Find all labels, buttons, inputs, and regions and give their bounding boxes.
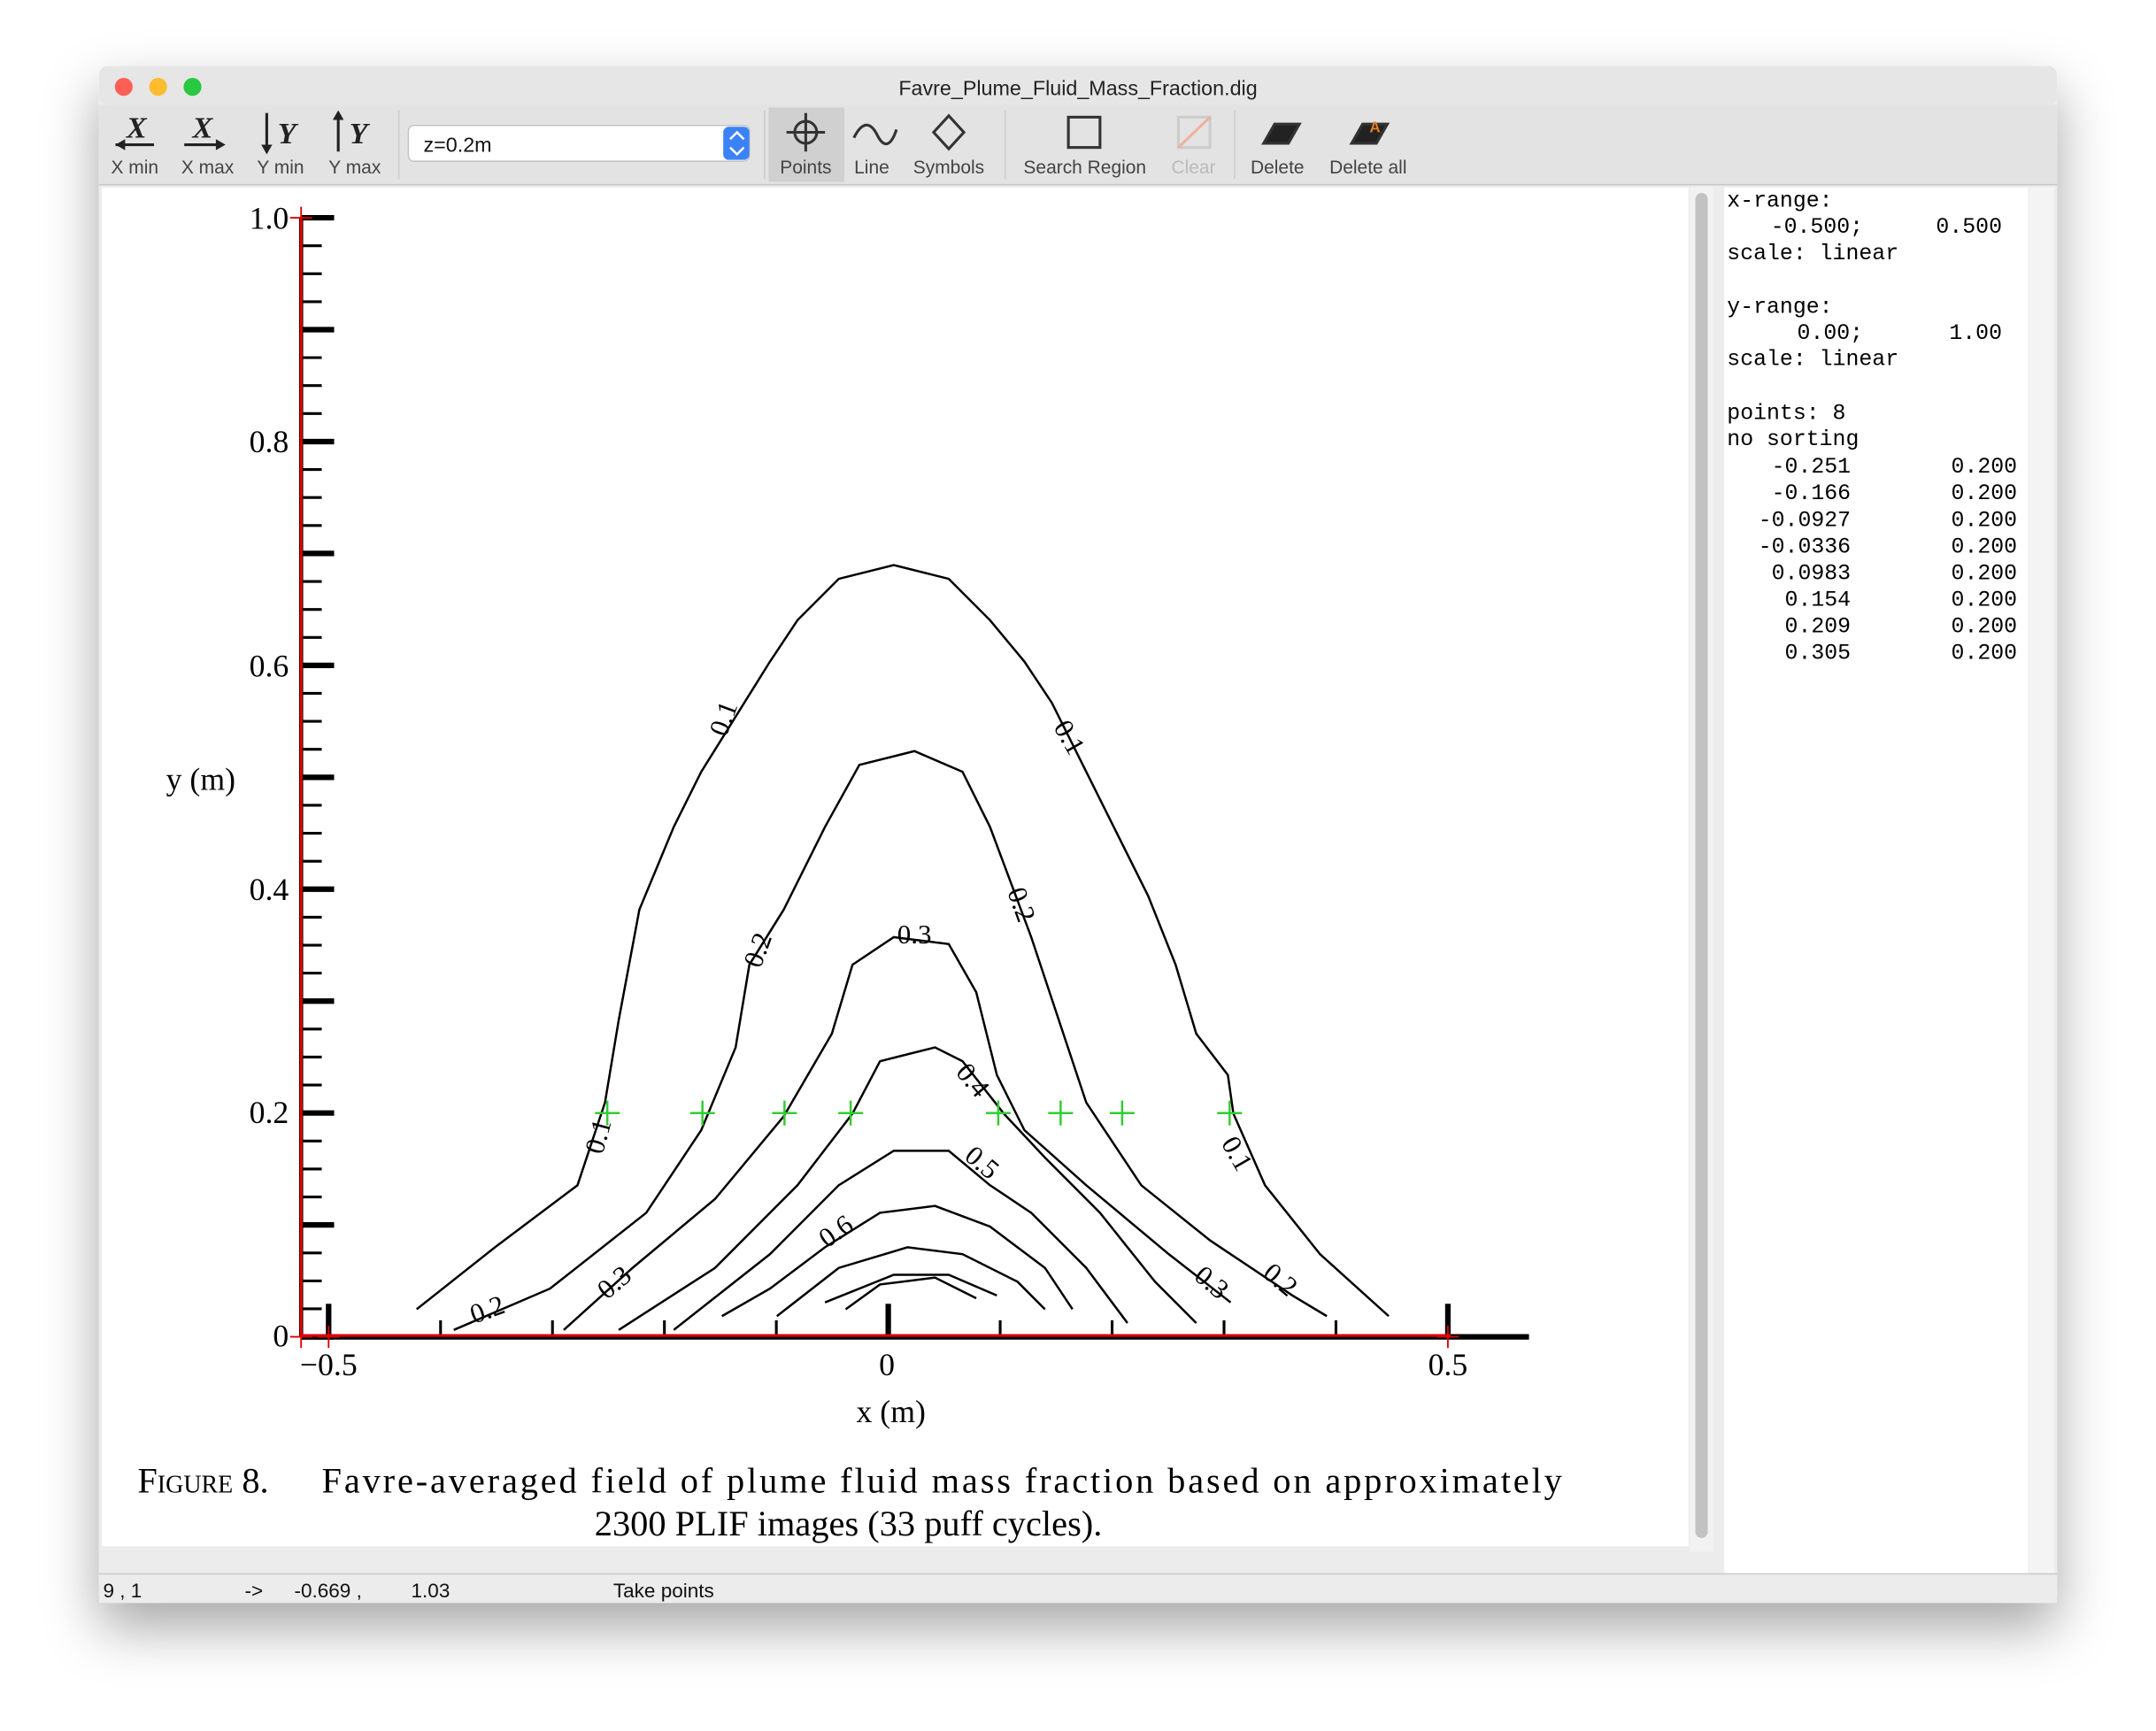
y-max-button[interactable]: Y max	[328, 158, 381, 178]
symbols-button[interactable]: Symbols	[913, 158, 984, 178]
point-y: 0.200	[1952, 481, 2018, 506]
point-x: -0.166	[1772, 481, 1851, 506]
point-x: 0.154	[1785, 588, 1852, 612]
digitized-point	[595, 1100, 620, 1126]
panel-text: scale: linear	[1727, 242, 1898, 266]
point-y: 0.200	[1952, 642, 2018, 666]
minimize-button[interactable]	[149, 77, 167, 96]
delete-button[interactable]: Delete	[1251, 158, 1305, 178]
status-index: 9 , 1	[104, 1580, 142, 1602]
panel-value: 0.500	[1936, 215, 2002, 240]
panel-value: 1.00	[1949, 321, 2002, 346]
status-y: 1.03	[412, 1580, 450, 1602]
svg-text:Y: Y	[278, 118, 299, 150]
digitized-point	[689, 1100, 715, 1126]
y-tick-label: 0	[273, 1318, 289, 1353]
digitized-point	[1048, 1100, 1074, 1126]
x-max-button[interactable]: X max	[181, 158, 235, 178]
status-bar	[98, 1573, 2058, 1604]
panel-text: points: 8	[1727, 401, 1845, 426]
side-panel	[1724, 187, 2029, 1574]
y-tick-label: 0.6	[250, 649, 289, 684]
point-x: 0.305	[1785, 642, 1852, 666]
digitized-point	[772, 1100, 797, 1126]
delete-all-button[interactable]: Delete all	[1329, 158, 1406, 178]
points-button[interactable]: Points	[780, 158, 831, 178]
status-arrow: ->	[245, 1580, 264, 1602]
zoom-button[interactable]	[183, 77, 202, 96]
y-tick-label: 1.0	[250, 200, 289, 235]
point-x: -0.0927	[1759, 508, 1851, 533]
scrollbar[interactable]	[1695, 193, 1708, 1538]
panel-text: scale: linear	[1727, 348, 1898, 373]
x-tick-label: −0.5	[300, 1347, 358, 1382]
line-button[interactable]: Line	[854, 158, 889, 178]
axis-icons: X X Y Y	[115, 110, 371, 155]
y-tick-label: 0.2	[250, 1095, 289, 1130]
caption-line: Favre-averaged field of plume fluid mass…	[322, 1461, 1563, 1501]
caption-line: 2300 PLIF images (33 puff cycles).	[595, 1504, 1103, 1543]
point-y: 0.200	[1952, 614, 2018, 639]
point-y: 0.200	[1952, 588, 2018, 612]
status-x: -0.669 ,	[294, 1580, 361, 1602]
panel-text: x-range:	[1727, 189, 1832, 214]
y-min-button[interactable]: Y min	[257, 158, 304, 178]
point-x: 0.209	[1785, 614, 1852, 639]
window-title: Favre_Plume_Fluid_Mass_Fraction.dig	[898, 76, 1257, 99]
svg-text:A: A	[1369, 119, 1380, 135]
svg-text:Y: Y	[350, 118, 371, 150]
panel-text: y-range:	[1727, 295, 1832, 319]
contour-label: 0.3	[897, 919, 932, 950]
svg-text:X: X	[192, 112, 214, 145]
point-x: -0.0336	[1759, 535, 1851, 559]
digitized-point	[1217, 1100, 1243, 1126]
clear-button[interactable]: Clear	[1171, 158, 1215, 178]
point-y: 0.200	[1952, 535, 2018, 559]
point-y: 0.200	[1952, 455, 2018, 480]
point-x: -0.251	[1772, 455, 1851, 480]
title-bar	[98, 65, 2058, 105]
x-tick-label: 0	[879, 1347, 895, 1382]
dataset-name: z=0.2m	[424, 133, 492, 156]
y-tick-label: 0.8	[250, 424, 289, 459]
svg-text:X: X	[126, 112, 148, 145]
status-mode: Take points	[613, 1580, 714, 1602]
y-axis-label: y (m)	[166, 761, 235, 796]
search-region-button[interactable]: Search Region	[1023, 158, 1146, 178]
y-tick-label: 0.4	[250, 872, 289, 907]
panel-text: no sorting	[1727, 427, 1859, 452]
digitized-point	[985, 1100, 1011, 1126]
x-min-button[interactable]: X min	[111, 158, 158, 178]
tool-icons	[786, 112, 1390, 152]
contours	[415, 564, 1390, 1331]
point-x: 0.0983	[1772, 561, 1851, 586]
point-y: 0.200	[1952, 508, 2018, 533]
x-axis-label: x (m)	[857, 1394, 926, 1429]
digitized-point	[838, 1100, 864, 1126]
figure-number: Figure 8.	[137, 1461, 268, 1501]
panel-value: -0.500;	[1771, 215, 1863, 240]
panel-value: 0.00;	[1798, 321, 1864, 346]
digitized-point	[1109, 1100, 1135, 1126]
close-button[interactable]	[114, 77, 133, 96]
image-canvas[interactable]	[101, 187, 1689, 1547]
x-tick-label: 0.5	[1428, 1347, 1468, 1382]
point-y: 0.200	[1952, 561, 2018, 586]
